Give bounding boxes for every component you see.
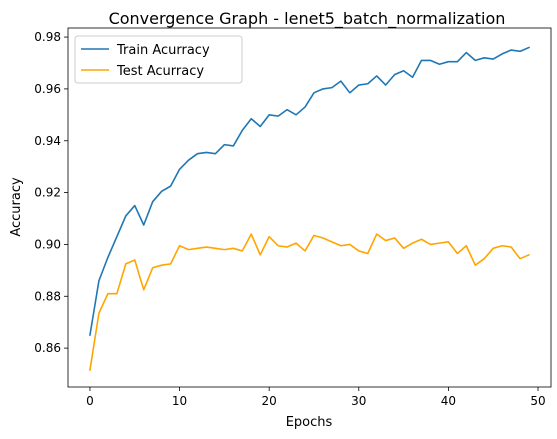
legend: Train Acurracy Test Acurracy	[74, 35, 243, 84]
y-tick-label: 0.92	[34, 186, 61, 200]
y-tick-label: 0.90	[34, 237, 61, 251]
x-tick-label: 30	[351, 394, 366, 408]
y-axis-label: Accuracy	[9, 177, 24, 237]
y-tick-label: 0.94	[34, 134, 61, 148]
axis-ticks: 0 10 20 30 40 50 0.86 0.88 0.90 0.92 0.94 0.96 0.98	[34, 30, 545, 408]
series-lines	[89, 46, 530, 371]
chart-title: Convergence Graph - lenet5_batch_normali…	[109, 9, 506, 29]
y-tick-label: 0.86	[34, 341, 61, 355]
x-tick-label: 10	[172, 394, 187, 408]
x-tick-label: 0	[86, 394, 94, 408]
y-tick-label: 0.88	[34, 289, 61, 303]
x-tick-label: 20	[262, 394, 277, 408]
x-tick-label: 40	[441, 394, 456, 408]
legend-label: Train Acurracy	[116, 43, 210, 58]
x-tick-label: 50	[530, 394, 545, 408]
x-axis-label: Epochs	[286, 415, 333, 430]
legend-label: Test Acurracy	[116, 64, 204, 79]
y-tick-label: 0.98	[34, 30, 61, 44]
series-line-test	[89, 233, 530, 371]
series-line-train	[89, 46, 530, 336]
y-tick-label: 0.96	[34, 82, 61, 96]
legend-box	[74, 35, 243, 84]
plot-frame	[67, 27, 552, 388]
